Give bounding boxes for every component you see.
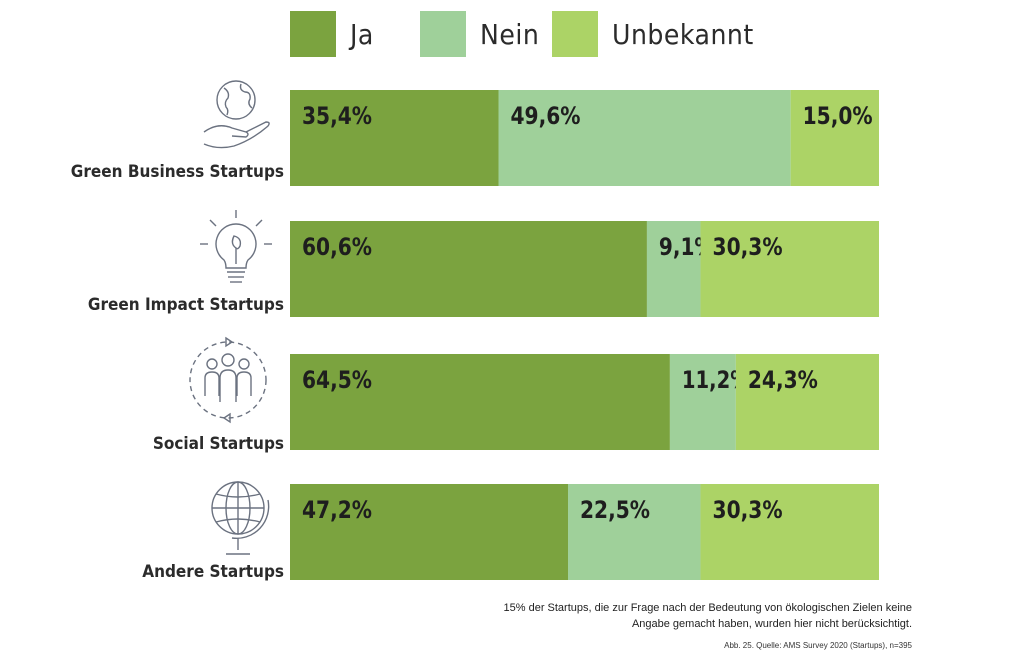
bar-unbekannt-3	[735, 354, 879, 450]
data-label-unbekannt-3: 24,3%	[748, 366, 818, 394]
data-label-unbekannt-4: 30,3%	[713, 496, 783, 524]
legend-label-unbekannt: Unbekannt	[612, 17, 754, 51]
globe-hand-icon	[203, 80, 270, 149]
legend-item-ja: Ja	[290, 11, 374, 57]
legend-swatch-nein	[420, 11, 466, 57]
source-note: Abb. 25. Quelle: AMS Survey 2020 (Startu…	[724, 641, 912, 650]
category-label-social: Social Startups	[152, 434, 284, 454]
data-label-ja-4: 47,2%	[302, 496, 372, 524]
bar-nein-3	[669, 354, 736, 450]
legend-item-nein: Nein	[420, 11, 540, 57]
data-label-ja-3: 64,5%	[302, 366, 372, 394]
people-cycle-icon	[189, 336, 267, 424]
bar-ja-2	[290, 221, 647, 317]
globe-stand-icon	[211, 481, 270, 555]
footnote-line-1: 15% der Startups, die zur Frage nach der…	[503, 602, 912, 614]
legend-label-ja: Ja	[350, 17, 374, 51]
bar-nein-4	[568, 484, 701, 580]
data-label-unbekannt-2: 30,3%	[713, 233, 783, 261]
lightbulb-leaf-icon	[200, 210, 272, 283]
category-label-andere: Andere Startups	[142, 562, 284, 582]
data-label-unbekannt-1: 15,0%	[803, 102, 873, 130]
data-label-ja-1: 35,4%	[302, 102, 372, 130]
bar-unbekannt-2	[700, 221, 879, 317]
category-label-green-impact: Green Impact Startups	[87, 295, 284, 315]
bar-ja-1	[290, 90, 499, 186]
bar-nein-2	[646, 221, 701, 317]
data-label-nein-4: 22,5%	[580, 496, 650, 524]
data-label-ja-2: 60,6%	[302, 233, 372, 261]
bar-ja-3	[290, 354, 670, 450]
bar-nein-1	[498, 90, 791, 186]
bar-unbekannt-1	[790, 90, 879, 186]
bar-ja-4	[290, 484, 569, 580]
legend-label-nein: Nein	[480, 17, 540, 51]
footnote-line-2: Angabe gemacht haben, wurden hier nicht …	[631, 618, 912, 630]
bar-unbekannt-4	[700, 484, 879, 580]
legend-swatch-ja	[290, 11, 336, 57]
footnote: 15% der Startups, die zur Frage nach der…	[504, 600, 912, 632]
category-label-green-business: Green Business Startups	[70, 162, 284, 182]
legend-item-unbekannt: Unbekannt	[552, 11, 754, 57]
legend-swatch-unbekannt	[552, 11, 598, 57]
data-label-nein-1: 49,6%	[511, 102, 581, 130]
